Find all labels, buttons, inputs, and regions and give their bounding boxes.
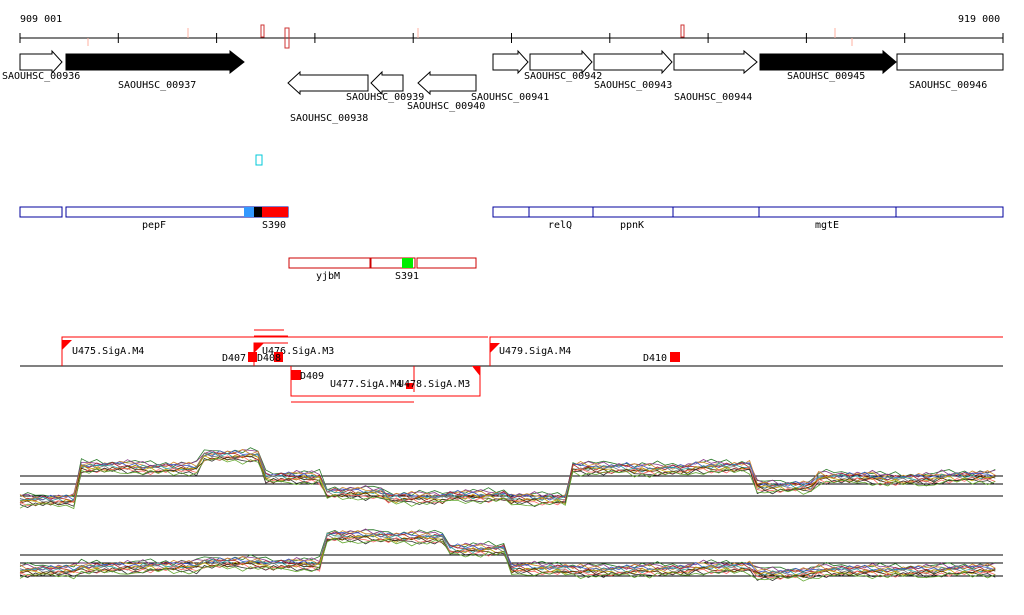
gene-arrow[interactable]: [896, 53, 1004, 71]
gene-label: SAOUHSC_00941: [471, 92, 549, 103]
expression-trace: [19, 455, 996, 507]
gene-label: SAOUHSC_00946: [909, 80, 987, 91]
gene-label: SAOUHSC_00943: [594, 80, 672, 91]
gene-label: SAOUHSC_00939: [346, 92, 424, 103]
blue-feature-label: mgtE: [815, 220, 839, 231]
tu-label: U479.SigA.M4: [499, 346, 571, 357]
tu-span: [489, 336, 1003, 366]
gene-arrow[interactable]: [65, 49, 245, 75]
downshift-label: D408: [257, 353, 281, 364]
gene-arrow[interactable]: [593, 49, 673, 75]
blue-feature[interactable]: [19, 206, 63, 218]
gene-arrow[interactable]: [417, 70, 477, 96]
gene-label: SAOUHSC_00945: [787, 71, 865, 82]
tu-span: [290, 366, 481, 397]
expression-trace: [19, 532, 996, 577]
tu-start-flag[interactable]: [406, 383, 413, 389]
gene-arrow[interactable]: [370, 70, 404, 96]
gene-label: SAOUHSC_00940: [407, 101, 485, 112]
ruler-end-label: 919 000: [958, 14, 1000, 25]
transcription-unit-track: U475.SigA.M4 U476.SigA.M3 U479.SigA.M4 D…: [20, 329, 1003, 403]
gene-arrow[interactable]: [529, 49, 593, 75]
gene-track: SAOUHSC_00936 SAOUHSC_00937 SAOUHSC_0093…: [2, 49, 1004, 124]
ruler-marker: [260, 24, 265, 38]
tu-label: U476.SigA.M3: [262, 346, 334, 357]
gene-arrow[interactable]: [492, 49, 529, 75]
downshift-label: D410: [643, 353, 667, 364]
blue-feature[interactable]: [672, 206, 760, 218]
expression-trace: [19, 452, 996, 504]
segment-label: S391: [395, 271, 419, 282]
tu-start-flag[interactable]: [490, 343, 500, 353]
tu-label: U478.SigA.M3: [398, 379, 470, 390]
expression-trace: [19, 449, 996, 501]
segment-block[interactable]: [244, 207, 254, 217]
blue-feature-label: ppnK: [620, 220, 644, 231]
coordinate-ruler: 909 001 919 000: [19, 14, 1004, 49]
tu-label: U475.SigA.M4: [72, 346, 144, 357]
tu-start-flag[interactable]: [254, 343, 264, 353]
blue-feature-label: relQ: [548, 220, 572, 231]
red-feature[interactable]: [288, 257, 371, 269]
segment-label: S390: [262, 220, 286, 231]
gene-arrow[interactable]: [287, 70, 369, 96]
top-expression-track: [19, 447, 1003, 510]
blue-feature[interactable]: [895, 206, 1004, 218]
tu-span: [61, 336, 488, 366]
tu-start-flag[interactable]: [472, 366, 480, 376]
expression-trace: [19, 531, 996, 576]
expression-trace: [19, 451, 996, 504]
red-feature-label: yjbM: [316, 271, 340, 282]
red-feature[interactable]: [416, 257, 477, 269]
segment-block[interactable]: [262, 207, 288, 217]
tu-label: U477.SigA.M4: [330, 379, 402, 390]
downshift-marker[interactable]: [670, 352, 680, 362]
ruler-marker: [680, 24, 685, 38]
blue-feature-label: pepF: [142, 220, 166, 231]
expression-trace: [19, 449, 996, 500]
expression-trace: [19, 450, 996, 501]
red-feature[interactable]: [370, 257, 416, 269]
blue-feature[interactable]: [528, 206, 594, 218]
segment-marker[interactable]: [255, 154, 263, 166]
downshift-marker[interactable]: [248, 352, 257, 362]
expression-trace: [19, 452, 996, 503]
gene-arrow[interactable]: [19, 49, 63, 75]
blue-annotation-track: pepF S390 relQ ppnK mgtE: [19, 206, 1004, 231]
blue-feature[interactable]: [758, 206, 897, 218]
segment-block[interactable]: [402, 258, 413, 268]
downshift-label: D409: [300, 371, 324, 382]
downshift-label: D407: [222, 353, 246, 364]
blue-feature[interactable]: [592, 206, 674, 218]
segment-block[interactable]: [254, 207, 262, 217]
gene-label: SAOUHSC_00938: [290, 113, 368, 124]
bottom-expression-track: [19, 528, 1003, 582]
gene-label: SAOUHSC_00942: [524, 71, 602, 82]
gene-label: SAOUHSC_00937: [118, 80, 196, 91]
gene-arrow[interactable]: [759, 49, 897, 75]
ruler-start-label: 909 001: [20, 14, 62, 25]
downshift-marker[interactable]: [291, 370, 301, 380]
red-annotation-track: yjbM S391: [288, 257, 477, 282]
expression-trace: [19, 447, 996, 499]
ruler-marker: [284, 27, 290, 49]
tu-start-flag[interactable]: [62, 340, 72, 350]
downshift-marker[interactable]: [274, 352, 283, 362]
expression-trace: [19, 533, 996, 577]
gene-label: SAOUHSC_00936: [2, 71, 80, 82]
expression-trace: [19, 537, 996, 582]
expression-trace: [19, 457, 996, 510]
gene-arrow[interactable]: [673, 49, 758, 75]
gene-label: SAOUHSC_00944: [674, 92, 752, 103]
blue-feature[interactable]: [492, 206, 530, 218]
